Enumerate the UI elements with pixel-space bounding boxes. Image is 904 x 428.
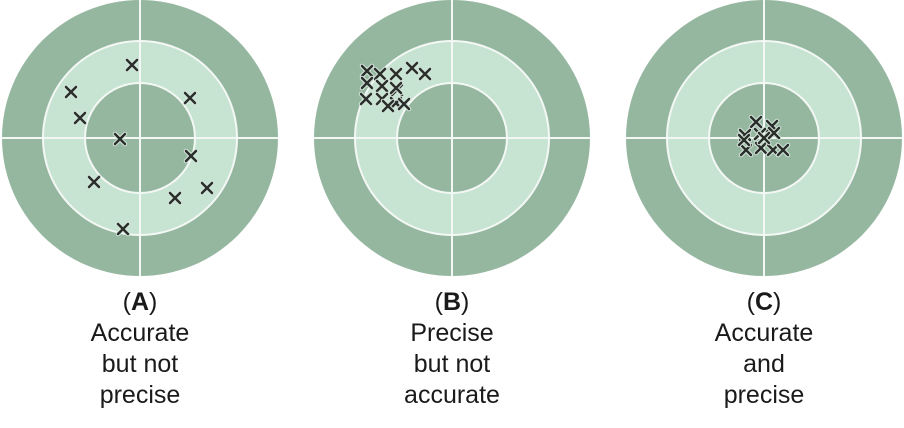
target-b-hit-mark <box>359 75 375 91</box>
target-b-hit-mark <box>388 80 404 96</box>
hit-mark-cross <box>737 133 751 147</box>
hit-mark-cross <box>87 175 101 189</box>
caption-b-line-3: accurate <box>404 381 500 409</box>
hit-mark-cross <box>359 92 373 106</box>
hit-mark-cross <box>200 181 214 195</box>
target-b-hit-mark <box>372 66 388 82</box>
target-b-hit-mark <box>359 63 375 79</box>
target-a-hit-mark <box>167 190 183 206</box>
caption-b-line-2: but not <box>413 350 491 378</box>
hit-mark-cross <box>73 111 87 125</box>
caption-c: (C) Accurate and precise <box>654 287 874 411</box>
target-b-hit-mark <box>380 98 396 114</box>
hit-mark-cross <box>397 97 411 111</box>
hit-mark-cross <box>125 58 139 72</box>
caption-b: (B) Precise but not accurate <box>342 287 562 411</box>
hit-mark-cross <box>184 149 198 163</box>
target-b-hit-mark <box>417 66 433 82</box>
target-b-hit-mark <box>358 91 374 107</box>
target-c <box>626 0 902 276</box>
target-a-hit-mark <box>115 221 131 237</box>
target-b <box>314 0 590 276</box>
target-b-hit-mark <box>388 66 404 82</box>
hit-mark-cross <box>360 64 374 78</box>
hit-mark-cross <box>389 81 403 95</box>
hit-mark-cross <box>375 79 389 93</box>
caption-c-line-1: Accurate <box>714 319 814 347</box>
hit-mark-cross <box>116 222 130 236</box>
target-a <box>2 0 278 276</box>
target-c-hit-mark <box>765 142 781 158</box>
caption-a-line-1: Accurate <box>90 319 190 347</box>
target-a-hit-mark <box>86 174 102 190</box>
target-a-hit-mark <box>182 90 198 106</box>
target-a-hit-mark <box>124 57 140 73</box>
hit-mark-cross <box>776 143 790 157</box>
hit-mark-cross <box>168 191 182 205</box>
caption-a-line-2: but not <box>101 350 179 378</box>
target-a-hit-mark <box>199 180 215 196</box>
target-a-hit-mark <box>183 148 199 164</box>
target-b-hit-mark <box>396 96 412 112</box>
target-diagram <box>2 0 902 276</box>
caption-b-line-1: Precise <box>410 319 494 347</box>
target-b-hit-mark <box>374 78 390 94</box>
caption-a: (A) Accurate but not precise <box>30 287 250 411</box>
target-a-hit-mark <box>112 131 128 147</box>
hit-mark-cross <box>64 85 78 99</box>
target-c-hit-mark <box>748 114 764 130</box>
target-a-hit-mark <box>72 110 88 126</box>
hit-mark-cross <box>757 131 771 145</box>
caption-a-line-3: precise <box>99 381 181 409</box>
target-c-hit-mark <box>775 142 791 158</box>
caption-c-line-3: precise <box>723 381 805 409</box>
hit-mark-cross <box>767 126 781 140</box>
hit-mark-cross <box>183 91 197 105</box>
hit-mark-cross <box>360 76 374 90</box>
hit-mark-cross <box>418 67 432 81</box>
hit-mark-cross <box>373 67 387 81</box>
target-c-hit-mark <box>756 130 772 146</box>
target-a-hit-mark <box>63 84 79 100</box>
caption-a-letter: (A) <box>122 288 158 316</box>
hit-mark-cross <box>749 115 763 129</box>
target-c-hit-mark <box>766 125 782 141</box>
hit-mark-cross <box>766 143 780 157</box>
hit-mark-cross <box>389 67 403 81</box>
hit-mark-cross <box>113 132 127 146</box>
caption-c-letter: (C) <box>746 288 782 316</box>
target-c-hit-mark <box>736 132 752 148</box>
hit-mark-cross <box>405 61 419 75</box>
caption-b-letter: (B) <box>434 288 470 316</box>
target-b-hit-mark <box>404 60 420 76</box>
caption-c-line-2: and <box>743 350 785 378</box>
hit-mark-cross <box>381 99 395 113</box>
